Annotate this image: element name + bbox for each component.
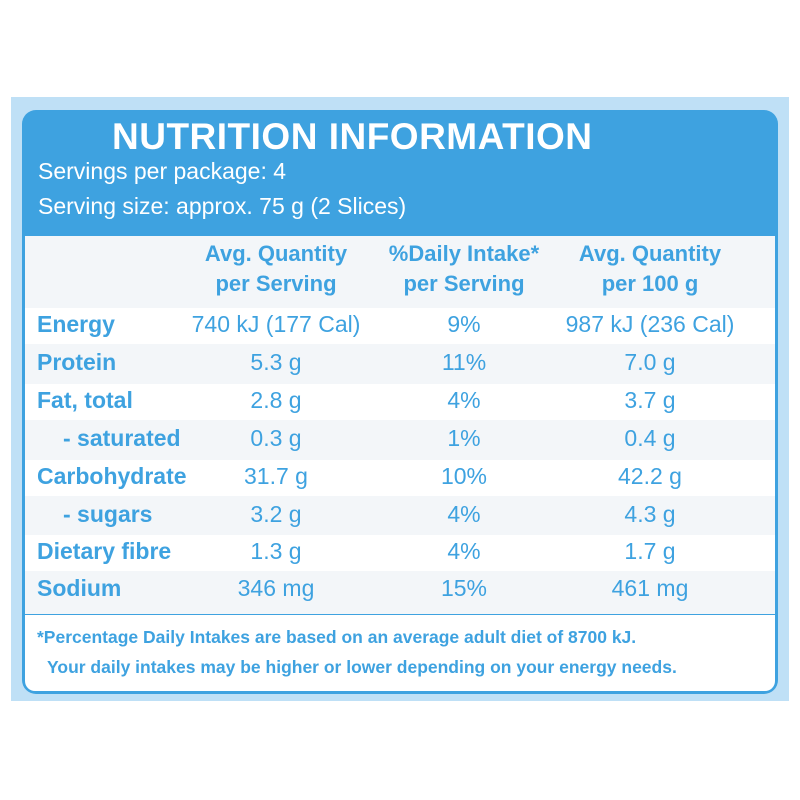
table-row: Fat, total 2.8 g 4% 3.7 g bbox=[25, 384, 775, 420]
panel-title: NUTRITION INFORMATION bbox=[112, 116, 593, 157]
column-header-line: per 100 g bbox=[601, 271, 699, 296]
table-row: Protein 5.3 g 11% 7.0 g bbox=[25, 346, 775, 382]
daily-intake-value: 15% bbox=[440, 575, 488, 601]
daily-intake-value: 4% bbox=[447, 501, 481, 527]
nutrient-label: Dietary fibre bbox=[37, 538, 172, 564]
column-header-line: per Serving bbox=[403, 271, 525, 296]
footnote-box: *Percentage Daily Intakes are based on a… bbox=[25, 615, 775, 691]
column-header-per-100g: Avg. Quantity per 100 g bbox=[560, 239, 740, 299]
per-serving-value: 346 mg bbox=[237, 575, 315, 601]
panel-header: NUTRITION INFORMATION Servings per packa… bbox=[22, 110, 778, 235]
table-row: Sodium 346 mg 15% 461 mg bbox=[25, 572, 775, 608]
per-serving-value: 2.8 g bbox=[250, 387, 302, 413]
daily-intake-value: 4% bbox=[447, 387, 481, 413]
per-100g-value: 1.7 g bbox=[624, 538, 676, 564]
table-row: Carbohydrate 31.7 g 10% 42.2 g bbox=[25, 460, 775, 496]
per-serving-value: 5.3 g bbox=[250, 349, 302, 375]
nutrient-label: Carbohydrate bbox=[37, 463, 187, 489]
column-header-per-serving: Avg. Quantity per Serving bbox=[186, 239, 366, 299]
daily-intake-value: 4% bbox=[447, 538, 481, 564]
nutrient-label: Protein bbox=[37, 349, 117, 375]
per-100g-value: 987 kJ (236 Cal) bbox=[565, 311, 735, 337]
per-serving-value: 1.3 g bbox=[250, 538, 302, 564]
servings-per-package: Servings per package: 4 bbox=[38, 158, 287, 184]
nutrient-label: Fat, total bbox=[37, 387, 133, 413]
nutrient-label: Sodium bbox=[37, 575, 122, 601]
per-100g-value: 461 mg bbox=[611, 575, 689, 601]
footnote-line: Your daily intakes may be higher or lowe… bbox=[47, 657, 677, 677]
per-100g-value: 7.0 g bbox=[624, 349, 676, 375]
table-row: - saturated 0.3 g 1% 0.4 g bbox=[25, 422, 775, 458]
column-header-line: Avg. Quantity bbox=[204, 241, 348, 266]
column-header-line: %Daily Intake* bbox=[388, 241, 540, 266]
column-header-daily-intake: %Daily Intake* per Serving bbox=[366, 239, 562, 299]
table-row: Dietary fibre 1.3 g 4% 1.7 g bbox=[25, 535, 775, 571]
nutrient-label: Energy bbox=[37, 311, 115, 337]
daily-intake-value: 9% bbox=[447, 311, 481, 337]
daily-intake-value: 1% bbox=[447, 425, 481, 451]
per-serving-value: 31.7 g bbox=[244, 463, 308, 489]
table-row: Energy 740 kJ (177 Cal) 9% 987 kJ (236 C… bbox=[25, 308, 775, 344]
nutrient-label: - sugars bbox=[63, 501, 153, 527]
column-header-line: Avg. Quantity bbox=[578, 241, 722, 266]
per-100g-value: 4.3 g bbox=[624, 501, 676, 527]
per-100g-value: 0.4 g bbox=[624, 425, 676, 451]
per-serving-value: 0.3 g bbox=[250, 425, 302, 451]
daily-intake-value: 10% bbox=[440, 463, 488, 489]
per-100g-value: 3.7 g bbox=[624, 387, 676, 413]
footnote-line: *Percentage Daily Intakes are based on a… bbox=[37, 627, 637, 647]
daily-intake-value: 11% bbox=[441, 349, 487, 375]
per-100g-value: 42.2 g bbox=[618, 463, 682, 489]
column-header-line: per Serving bbox=[215, 271, 337, 296]
per-serving-value: 3.2 g bbox=[250, 501, 302, 527]
serving-size: Serving size: approx. 75 g (2 Slices) bbox=[38, 193, 407, 219]
per-serving-value: 740 kJ (177 Cal) bbox=[191, 311, 361, 337]
table-row: - sugars 3.2 g 4% 4.3 g bbox=[25, 498, 775, 534]
nutrient-label: - saturated bbox=[63, 425, 181, 451]
